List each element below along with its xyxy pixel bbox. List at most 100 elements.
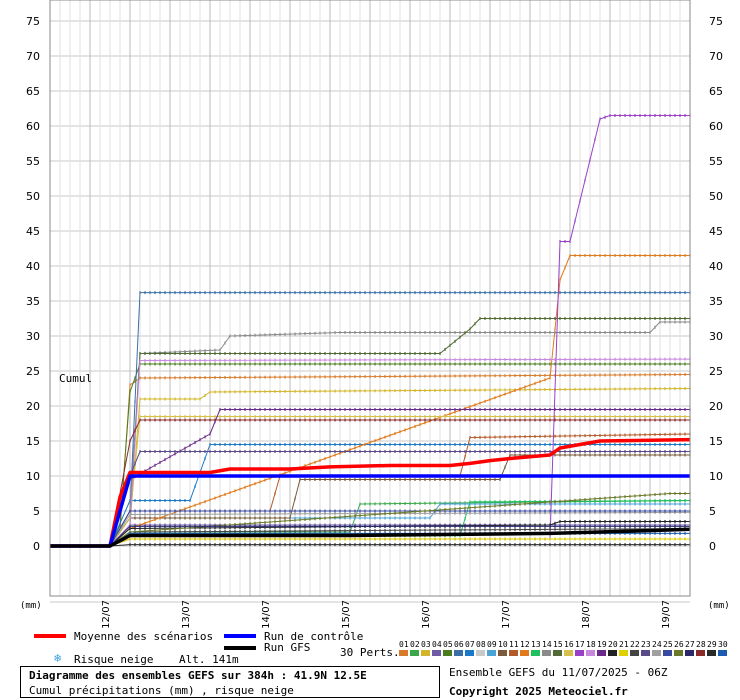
series-marker	[309, 358, 311, 362]
series-marker	[299, 352, 301, 355]
series-marker	[249, 418, 251, 422]
series-marker	[639, 357, 641, 361]
series-marker	[649, 531, 651, 535]
series-marker	[324, 478, 326, 481]
series-marker	[424, 537, 426, 541]
series-marker	[344, 543, 346, 547]
series-marker	[629, 291, 631, 295]
series-marker	[594, 357, 596, 361]
series-marker	[519, 387, 521, 391]
series-marker	[259, 537, 261, 541]
series-marker	[479, 358, 481, 362]
series-marker	[409, 516, 411, 520]
series-marker	[134, 531, 136, 535]
series-marker	[429, 388, 431, 392]
series-marker	[169, 527, 171, 531]
series-marker	[369, 358, 371, 362]
series-marker	[304, 543, 306, 547]
series-marker	[299, 516, 301, 520]
series-marker	[329, 516, 331, 520]
series-marker	[634, 453, 636, 457]
series-marker	[254, 390, 256, 394]
series-marker	[339, 543, 341, 547]
series-marker	[484, 524, 486, 528]
series-marker	[504, 435, 506, 439]
series-marker	[264, 450, 266, 453]
series-marker	[574, 502, 576, 506]
series-marker	[479, 418, 481, 422]
series-marker	[419, 478, 421, 481]
series-marker	[634, 408, 636, 411]
series-marker	[649, 493, 651, 497]
series-marker	[549, 408, 551, 411]
series-marker	[554, 388, 556, 392]
series-marker	[314, 389, 316, 393]
series-marker	[169, 362, 171, 366]
series-marker	[529, 511, 531, 515]
series-marker	[584, 509, 586, 513]
series-marker	[614, 387, 616, 391]
series-marker	[154, 537, 156, 541]
series-marker	[159, 450, 161, 453]
series-marker	[394, 389, 396, 393]
series-marker	[134, 512, 136, 516]
series-marker	[239, 509, 241, 513]
series-marker	[649, 520, 651, 523]
series-marker	[379, 528, 381, 532]
series-marker	[194, 509, 196, 513]
series-marker	[149, 499, 151, 502]
series-marker	[174, 415, 176, 418]
series-marker	[574, 453, 576, 457]
series-marker	[424, 443, 426, 446]
series-marker	[219, 362, 221, 366]
series-marker	[389, 502, 391, 506]
series-marker	[139, 524, 141, 528]
series-marker	[589, 408, 591, 411]
series-marker	[624, 450, 626, 453]
series-marker	[304, 358, 306, 362]
series-marker	[179, 376, 181, 380]
series-marker	[259, 333, 261, 337]
series-marker	[259, 512, 261, 516]
series-marker	[564, 418, 566, 422]
series-marker	[349, 352, 351, 355]
series-marker	[239, 415, 241, 418]
series-marker	[424, 408, 426, 411]
series-marker	[684, 418, 686, 422]
series-marker	[544, 502, 546, 506]
series-marker	[649, 331, 651, 334]
series-marker	[254, 450, 256, 453]
series-marker	[239, 531, 241, 535]
series-marker	[489, 317, 491, 320]
series-marker	[679, 502, 681, 506]
series-marker	[359, 516, 361, 520]
series-marker	[424, 509, 426, 513]
series-marker	[259, 524, 261, 528]
pert-number: 20	[608, 640, 618, 649]
series-marker	[209, 390, 211, 394]
series-marker	[304, 291, 306, 295]
series-marker	[304, 443, 306, 446]
series-marker	[324, 362, 326, 366]
series-marker	[399, 502, 401, 506]
series-marker	[499, 331, 501, 334]
series-marker	[319, 458, 321, 462]
series-marker	[369, 478, 371, 481]
series-marker	[429, 450, 431, 453]
series-marker	[494, 317, 496, 320]
series-marker	[609, 537, 611, 541]
series-marker	[344, 450, 346, 453]
series-marker	[264, 291, 266, 295]
series-marker	[439, 528, 441, 532]
series-marker	[479, 500, 481, 504]
series-marker	[434, 415, 436, 418]
series-marker	[434, 537, 436, 541]
series-marker	[254, 358, 256, 362]
series-marker	[384, 374, 386, 378]
series-marker	[619, 408, 621, 411]
series-marker	[329, 375, 331, 379]
series-marker	[179, 499, 181, 502]
series-marker	[369, 352, 371, 355]
series-marker	[474, 500, 476, 504]
y-tick-label: 5	[33, 505, 40, 518]
